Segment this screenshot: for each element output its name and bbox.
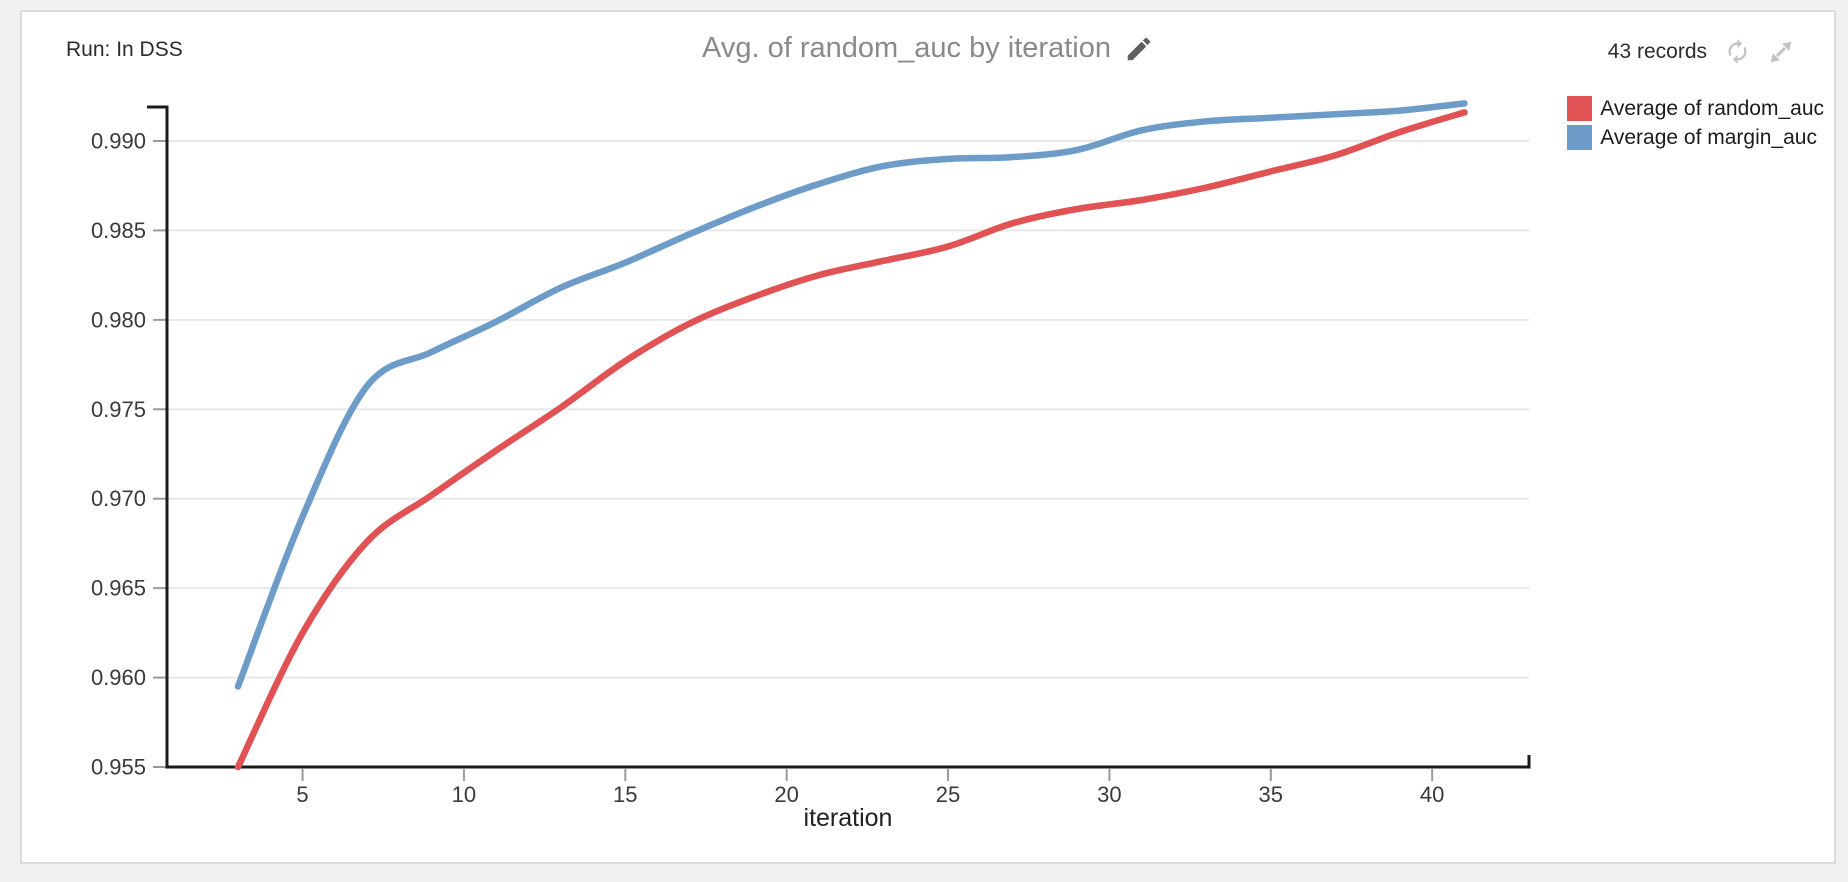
chart-canvas: 0.955 0.960 0.965 0.970 0.975 0.980 0.985 0.990… [91,100,1531,832]
x-axis-label: iteration [804,804,893,832]
y-tick-label: 0.980 [91,307,146,332]
refresh-button[interactable] [1724,38,1751,65]
x-tick-label: 35 [1259,782,1283,807]
x-tick-label: 40 [1420,782,1444,807]
title-row: Avg. of random_auc by iteration [22,32,1834,65]
records-count: 43 records [1607,39,1707,63]
y-tick-label: 0.965 [91,576,146,601]
legend-swatch [1567,125,1593,150]
pencil-icon [1127,37,1151,60]
refresh-icon [1728,39,1747,64]
legend-item-average-of-margin-auc[interactable]: Average of margin_auc [1567,125,1824,150]
y-tick-label: 0.985 [91,218,146,243]
legend-item-average-of-random-auc[interactable]: Average of random_auc [1567,96,1824,121]
x-tick-label: 5 [296,782,308,807]
run-label: Run: In DSS [66,38,183,61]
expand-icon [1770,41,1792,62]
legend-swatch [1567,96,1593,121]
y-tick-label: 0.960 [91,665,146,690]
records-row: 43 records [1608,38,1794,65]
series-line-average-of-random-auc [234,109,1468,771]
edit-title-button[interactable] [1124,34,1154,64]
y-tick-label: 0.990 [91,128,146,153]
chart-title: Avg. of random_auc by iteration [702,32,1111,64]
x-tick-label: 10 [452,782,476,807]
x-tick-label: 15 [613,782,637,807]
legend-label: Average of random_auc [1600,97,1824,120]
x-tick-label: 30 [1097,782,1121,807]
expand-button[interactable] [1768,39,1794,65]
chart-card: Run: In DSS Avg. of random_auc by iterat… [20,10,1836,864]
y-tick-label: 0.975 [91,397,146,422]
x-tick-label: 20 [774,782,798,807]
y-tick-label: 0.970 [91,486,146,511]
chart-legend: Average of random_auc Average of margin_a… [1567,96,1824,150]
y-tick-label: 0.955 [91,755,146,780]
x-tick-label: 25 [936,782,960,807]
axis-frame [147,105,1531,769]
series-line-average-of-margin-auc [234,100,1468,690]
legend-label: Average of margin_auc [1600,126,1817,149]
